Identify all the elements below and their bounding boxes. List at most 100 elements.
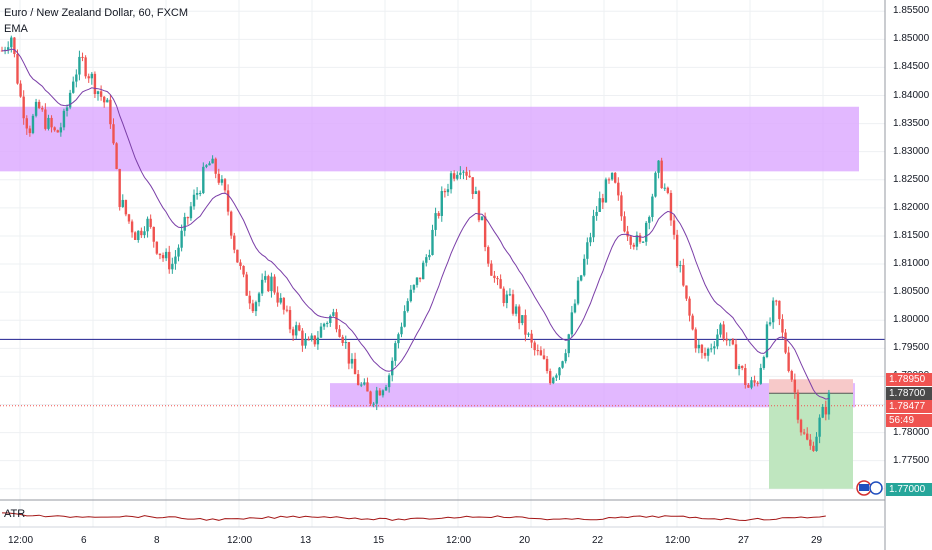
candle-body: [121, 199, 124, 207]
candle-body: [567, 334, 570, 354]
candle-body: [174, 256, 177, 264]
candle-body: [654, 172, 657, 197]
candle-body: [103, 96, 106, 103]
candle-body: [152, 226, 155, 242]
time-tick: 12:00: [665, 535, 691, 546]
candle-body: [285, 309, 289, 311]
economic-events-icon[interactable]: [856, 480, 883, 496]
candle-body: [164, 251, 168, 259]
flag-shape: [859, 484, 869, 491]
candle-body: [146, 218, 149, 232]
candle-body: [660, 160, 663, 189]
candle-body: [307, 339, 310, 341]
candle-body: [251, 303, 255, 312]
candle-body: [50, 117, 53, 128]
ema-line: [1, 48, 829, 400]
time-tick: 12:00: [446, 535, 472, 546]
candle-body: [471, 177, 474, 194]
last-price-tag: 1.78477: [886, 399, 932, 413]
candle-body: [818, 417, 821, 437]
candle-body: [762, 356, 766, 368]
candle-body: [140, 230, 143, 236]
time-tick: 27: [738, 535, 750, 546]
candle-body: [570, 312, 574, 335]
time-tick: 20: [519, 535, 531, 546]
target-price-tag: 1.78950: [886, 373, 932, 387]
candle-body: [728, 339, 731, 341]
candle-body: [821, 406, 824, 418]
candle-body: [722, 324, 725, 339]
candle-body: [623, 216, 626, 232]
candle-body: [329, 315, 332, 323]
candle-body: [750, 380, 753, 388]
candle-body: [679, 265, 682, 267]
candle-body: [508, 294, 512, 296]
candle-body: [530, 333, 533, 343]
candle-body: [731, 339, 735, 345]
candle-body: [6, 47, 10, 50]
candle-body: [483, 216, 487, 248]
candle-body: [332, 312, 335, 316]
candle-body: [316, 337, 320, 345]
candle-body: [325, 322, 329, 324]
candle-body: [10, 37, 13, 48]
support-zone[interactable]: [330, 383, 855, 408]
candle-body: [19, 83, 22, 97]
candle-body: [700, 344, 704, 353]
candle-body: [796, 392, 800, 420]
price-tick: 1.84000: [893, 89, 930, 101]
candle-body: [703, 352, 707, 356]
candle-body: [34, 101, 38, 116]
candle-body: [490, 263, 493, 276]
candle-body: [0, 50, 4, 52]
candle-body: [47, 117, 50, 129]
candle-body: [474, 191, 478, 194]
candle-body: [468, 175, 471, 178]
candle-body: [394, 343, 397, 361]
candle-body: [62, 110, 66, 128]
candle-body: [583, 258, 586, 276]
candle-body: [59, 127, 63, 133]
candle-body: [319, 326, 323, 338]
candle-body: [418, 277, 422, 280]
candle-body: [632, 244, 635, 247]
atr-legend[interactable]: ATR: [4, 508, 26, 520]
candle-body: [93, 73, 97, 95]
time-tick: 12:00: [8, 535, 34, 546]
price-tick: 1.78000: [893, 426, 930, 438]
candle-body: [90, 73, 94, 79]
candle-body: [496, 278, 499, 280]
candle-body: [223, 179, 227, 191]
candle-body: [672, 220, 676, 235]
ema-legend[interactable]: EMA: [4, 23, 28, 35]
candle-body: [137, 230, 140, 241]
candle-body: [270, 276, 273, 292]
candle-body: [710, 348, 713, 350]
candle-body: [273, 276, 276, 293]
candle-body: [558, 367, 561, 376]
candle-body: [344, 342, 347, 344]
candle-body: [641, 241, 645, 243]
candle-body: [186, 217, 190, 219]
candle-body: [400, 326, 403, 335]
candle-body: [604, 179, 608, 203]
candle-body: [56, 130, 59, 133]
candle-body: [648, 217, 651, 223]
candle-body: [781, 319, 784, 333]
resistance-zone[interactable]: [0, 106, 859, 172]
candle-body: [487, 247, 490, 264]
candle-body: [84, 57, 87, 77]
candle-body: [459, 172, 462, 175]
candle-body: [387, 375, 391, 388]
candle-body: [610, 172, 614, 180]
price-tick: 1.81000: [893, 258, 930, 270]
candle-body: [205, 165, 208, 167]
time-tick: 22: [592, 535, 604, 546]
candle-body: [378, 390, 382, 396]
candle-body: [446, 189, 450, 193]
candle-body: [629, 236, 632, 245]
position-loss-area[interactable]: [769, 379, 853, 394]
symbol-title[interactable]: Euro / New Zealand Dollar, 60, FXCM: [4, 7, 189, 19]
candle-body: [13, 37, 16, 54]
